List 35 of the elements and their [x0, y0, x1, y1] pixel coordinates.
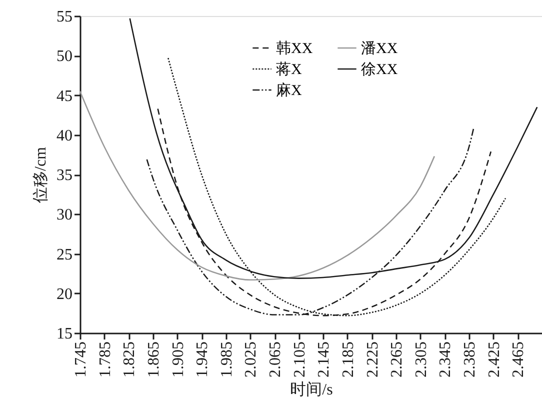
x-tick-label: 2.385 [462, 342, 479, 378]
x-tick-label: 2.065 [267, 342, 284, 378]
x-tick-label: 1.865 [145, 342, 162, 378]
x-tick-label: 2.105 [291, 342, 308, 378]
x-axis-title: 时间/s [290, 380, 333, 398]
x-tick-label: 2.425 [486, 342, 503, 378]
x-tick-label: 1.985 [218, 342, 236, 378]
y-tick-label: 30 [56, 206, 72, 224]
legend-label: 麻X [276, 82, 302, 99]
y-tick-label: 20 [56, 286, 72, 303]
y-tick-label: 15 [56, 326, 72, 342]
x-tick-label: 1.825 [121, 342, 138, 378]
x-tick-label: 1.785 [96, 342, 114, 378]
y-axis-title: 位移/cm [32, 146, 50, 203]
legend-label: 徐XX [361, 61, 398, 78]
y-tick-label: 50 [56, 48, 72, 66]
legend-label: 蒋X [276, 61, 302, 78]
x-tick-label: 2.225 [364, 342, 382, 378]
x-tick-label: 1.945 [194, 342, 212, 378]
x-tick-label: 2.265 [388, 342, 406, 378]
x-tick-label: 2.465 [510, 342, 528, 378]
x-tick-label: 2.025 [242, 342, 260, 378]
y-tick-label: 45 [56, 88, 72, 105]
x-tick-label: 2.305 [412, 342, 430, 378]
y-tick-label: 35 [56, 167, 72, 184]
x-tick-label: 1.905 [170, 342, 187, 378]
y-tick-label: 55 [56, 8, 72, 26]
y-tick-label: 40 [56, 127, 72, 144]
legend-label: 韩XX [276, 40, 313, 57]
x-tick-label: 2.185 [340, 342, 357, 378]
legend-label: 潘XX [361, 40, 398, 57]
x-tick-label: 1.745 [72, 342, 90, 378]
x-tick-label: 2.345 [437, 342, 454, 378]
x-tick-label: 2.145 [316, 342, 333, 378]
y-tick-label: 25 [56, 246, 72, 264]
